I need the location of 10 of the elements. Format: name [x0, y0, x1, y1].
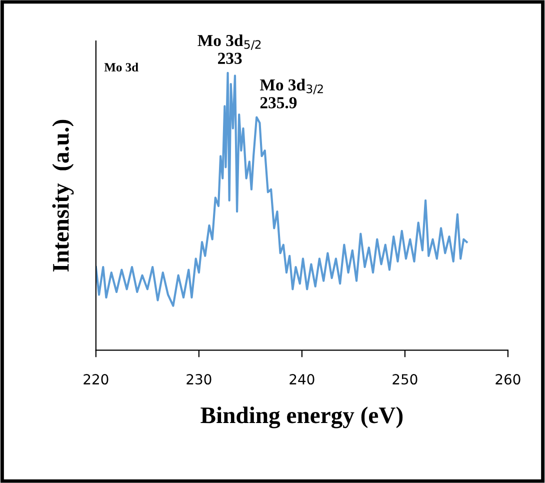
x-tick-label: 230 — [186, 374, 212, 385]
x-axis-title: Binding energy (eV) — [200, 406, 403, 428]
text: Mo 3d — [104, 62, 138, 72]
x-tick-label: 240 — [290, 374, 314, 385]
x-tick-label: 250 — [392, 374, 418, 385]
annotation: Mo 3d$_{5/2}$ 233 — [198, 34, 261, 64]
annotation: Mo 3d$_{3/2}$ 235.9 — [260, 78, 323, 108]
x-tick-label: 260 — [496, 374, 520, 385]
x-tick-label: 220 — [84, 374, 108, 385]
y-axis-title: Intensity (a.u.) — [52, 120, 74, 272]
